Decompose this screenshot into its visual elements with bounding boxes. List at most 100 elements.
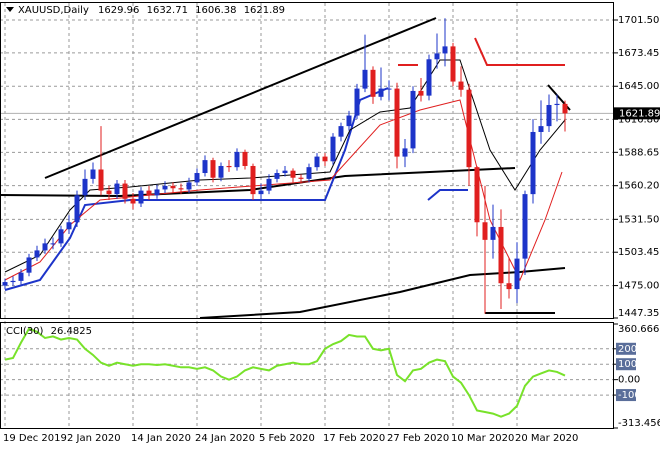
indicator-value: 26.4825 <box>51 326 92 337</box>
candle-body <box>74 195 80 223</box>
y-tick-label: -100 <box>618 390 641 401</box>
candle-body <box>178 188 184 190</box>
y-tick-label: 1645.00 <box>618 81 659 92</box>
y-tick-label: 100 <box>618 359 637 370</box>
candle-body <box>18 272 24 281</box>
candle-body <box>378 88 384 97</box>
candle-body <box>186 182 192 190</box>
candle-body <box>194 173 200 183</box>
candle-body <box>434 53 440 60</box>
candle-body <box>362 69 368 89</box>
candle-body <box>34 250 40 258</box>
last-price-label: 1621.89 <box>619 108 660 119</box>
candle-body <box>474 167 480 223</box>
candle-body <box>562 103 568 114</box>
candle-body <box>2 282 8 286</box>
candle-body <box>498 226 504 284</box>
open-value: 1629.96 <box>98 5 139 16</box>
indicators <box>0 17 571 319</box>
level-box <box>616 342 636 355</box>
candle-body <box>354 88 360 116</box>
x-tick-label: 5 Feb 2020 <box>259 433 315 444</box>
candle-body <box>42 243 48 251</box>
candle-body <box>522 194 528 259</box>
candle-body <box>274 173 280 179</box>
last-price-box <box>614 107 660 120</box>
marks <box>2 18 568 418</box>
bollinger-lower <box>4 87 389 291</box>
candle-body <box>114 183 120 195</box>
moving-average <box>199 267 566 319</box>
candle-body <box>466 89 472 168</box>
candle-body <box>282 170 288 174</box>
candle-body <box>98 169 104 191</box>
candle-body <box>338 126 344 137</box>
x-tick-label: 20 Mar 2020 <box>515 433 578 444</box>
y-tick-label: 1475.00 <box>618 281 659 292</box>
x-tick-label: 14 Jan 2020 <box>131 433 191 444</box>
candle-body <box>306 167 312 179</box>
candle-body <box>106 190 112 195</box>
candle-body <box>130 198 136 204</box>
candle-body <box>234 151 240 168</box>
labels: 1701.50 1673.45 1645.00 1616.80 1588.65 1560.… <box>3 15 660 444</box>
x-tick-label: 17 Feb 2020 <box>323 433 385 444</box>
candle-body <box>266 178 272 191</box>
candle-body <box>450 46 456 82</box>
candle-body <box>162 185 168 190</box>
candle-body <box>210 160 216 178</box>
low-value: 1606.38 <box>195 5 236 16</box>
candle-body <box>538 126 544 132</box>
symbol: XAUUSD,Daily <box>18 5 89 16</box>
x-tick-label: 10 Mar 2020 <box>451 433 514 444</box>
candle-body <box>154 189 160 196</box>
level-box <box>616 358 636 371</box>
candle-body <box>394 88 400 157</box>
candle-body <box>482 222 488 240</box>
candle-body <box>242 151 248 166</box>
level-box <box>616 389 636 402</box>
candle-body <box>218 165 224 178</box>
x-tick-label: 27 Feb 2020 <box>387 433 449 444</box>
y-tick-label: 1447.35 <box>618 308 659 319</box>
candle-body <box>90 169 96 179</box>
candle-body <box>386 88 392 90</box>
candle-body <box>170 185 176 189</box>
trendline <box>44 17 437 179</box>
y-tick-label: 1673.45 <box>618 48 659 59</box>
y-tick-label: 200 <box>618 344 637 355</box>
close-value: 1621.89 <box>244 5 285 16</box>
candle-body <box>202 160 208 174</box>
candle-body <box>410 90 416 149</box>
cci-panel-border <box>0 322 614 429</box>
candle-body <box>330 136 336 162</box>
x-tick-label: 24 Jan 2020 <box>195 433 255 444</box>
indicator-line <box>427 189 468 201</box>
y-tick-label: -313.4566 <box>618 418 660 429</box>
candle-body <box>226 165 232 168</box>
candle-body <box>426 59 432 96</box>
candle-body <box>418 90 424 96</box>
x-tick-label: 19 Dec 2019 <box>3 433 67 444</box>
candle-body <box>546 105 552 127</box>
candle-body <box>314 156 320 168</box>
y-tick-label: 1616.80 <box>618 114 659 125</box>
candle-body <box>322 156 328 162</box>
dropdown-icon[interactable] <box>6 7 14 12</box>
chart-header: XAUUSD,Daily 1629.96 1632.71 1606.38 162… <box>18 5 285 16</box>
y-tick-label: 1701.50 <box>618 15 659 26</box>
candle-body <box>514 258 520 290</box>
candle-body <box>490 226 496 240</box>
x-tick-label: 2 Jan 2020 <box>67 433 121 444</box>
candle-body <box>346 115 352 127</box>
y-tick-label: 1588.65 <box>618 147 659 158</box>
candle-body <box>402 148 408 157</box>
y-tick-label: 1531.50 <box>618 214 659 225</box>
candle-body <box>506 283 512 290</box>
cci-header: CCI(30) 26.4825 <box>6 326 92 337</box>
y-tick-label: 0.00 <box>618 375 640 386</box>
candle-body <box>138 190 144 204</box>
candle-body <box>250 165 256 195</box>
